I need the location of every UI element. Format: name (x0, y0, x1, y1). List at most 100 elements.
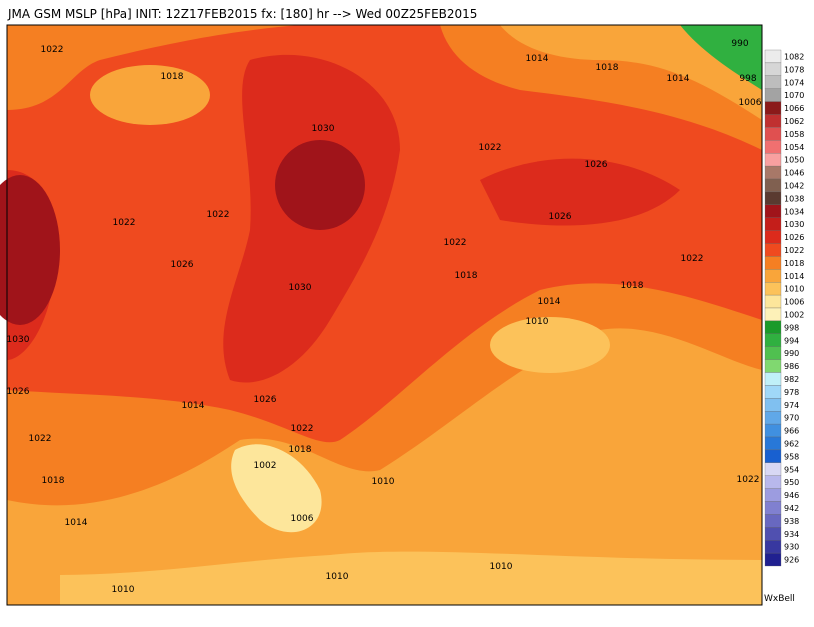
colorbar-label: 930 (784, 543, 799, 552)
colorbar-label: 1006 (784, 298, 804, 307)
colorbar-swatch (764, 62, 782, 76)
colorbar-swatch (764, 217, 782, 231)
colorbar-label: 934 (784, 530, 799, 539)
colorbar-label: 1078 (784, 65, 804, 74)
field-1018-nw (7, 25, 300, 110)
colorbar-swatch (764, 333, 782, 347)
colorbar-label: 938 (784, 517, 799, 526)
contour-label: 1022 (479, 143, 502, 153)
colorbar-label: 982 (784, 375, 799, 384)
contour-label: 1006 (291, 514, 314, 524)
contour-label: 1010 (112, 585, 135, 595)
colorbar-swatch (764, 153, 782, 167)
colorbar-swatch (764, 411, 782, 425)
colorbar-swatch (764, 346, 782, 360)
contour-label: 1022 (29, 434, 52, 444)
colorbar-label: 926 (784, 556, 799, 565)
colorbar-label: 1038 (784, 194, 804, 203)
colorbar-swatch (764, 372, 782, 386)
colorbar-swatch (764, 165, 782, 180)
colorbar-label: 1074 (784, 78, 804, 87)
contour-label: 1002 (254, 461, 277, 471)
colorbar-swatch (764, 514, 782, 528)
colorbar-swatch (764, 178, 782, 193)
field-1026-ne (480, 158, 680, 226)
colorbar-swatch (764, 540, 782, 554)
colorbar-swatch (764, 243, 782, 257)
contour-label: 1018 (289, 445, 312, 455)
colorbar-swatch (764, 140, 782, 154)
colorbar-label: 942 (784, 504, 799, 513)
contour-label: 1014 (65, 518, 88, 528)
contour-label: 1010 (526, 317, 549, 327)
colorbar-label: 1082 (784, 52, 804, 61)
colorbar-swatch (764, 307, 782, 322)
colorbar-label: 978 (784, 388, 799, 397)
contour-label: 1006 (739, 98, 762, 108)
colorbar-label: 1066 (784, 104, 804, 113)
colorbar-swatch (764, 436, 782, 451)
colorbar-swatch (764, 101, 782, 115)
field-1006-mex (231, 444, 322, 533)
contour-label: 1022 (113, 218, 136, 228)
contour-label: 1014 (526, 54, 549, 64)
colorbar-label: 1026 (784, 233, 804, 242)
colorbar-swatch (764, 385, 782, 399)
colorbar-swatch (764, 127, 782, 141)
contour-label: 1022 (737, 475, 760, 485)
colorbar-label: 1002 (784, 310, 804, 319)
colorbar-label: 1010 (784, 285, 804, 294)
colorbar-swatch (764, 256, 782, 270)
colorbar-swatch (764, 269, 782, 283)
colorbar-swatch (764, 462, 782, 476)
contour-label: 1018 (161, 72, 184, 82)
colorbar-swatch (764, 359, 782, 373)
field-1030-w (0, 175, 60, 325)
field-990-ne (680, 25, 762, 90)
contour-label: 1022 (207, 210, 230, 220)
colorbar-swatch (764, 320, 782, 334)
contour-label: 1010 (490, 562, 513, 572)
pressure-field (0, 25, 762, 605)
contour-label: 1014 (182, 401, 205, 411)
colorbar-swatch (764, 88, 782, 102)
colorbar-label: 1050 (784, 156, 804, 165)
contour-label: 1030 (289, 283, 312, 293)
colorbar-label: 1070 (784, 91, 804, 100)
colorbar-label: 950 (784, 478, 799, 487)
contour-label: 1026 (254, 395, 277, 405)
map-frame (6, 24, 763, 606)
contour-label: 1010 (326, 572, 349, 582)
colorbar-label: 990 (784, 349, 799, 358)
colorbar-label: 974 (784, 401, 799, 410)
colorbar-label: 946 (784, 491, 799, 500)
contour-label: 1030 (312, 124, 335, 134)
field-1010-s (60, 551, 762, 605)
colorbar-label: 994 (784, 336, 799, 345)
colorbar-label: 998 (784, 323, 799, 332)
colorbar-swatch (764, 282, 782, 296)
brand: WxBell (764, 594, 795, 604)
contour-label: 998 (739, 74, 756, 84)
contour-label: 1026 (585, 160, 608, 170)
colorbar-label: 1030 (784, 220, 804, 229)
contour-label: 1018 (455, 271, 478, 281)
contour-label: 1026 (7, 387, 30, 397)
contour-label: 1022 (41, 45, 64, 55)
colorbar-label: 958 (784, 452, 799, 461)
field-1014-nw (90, 65, 210, 125)
colorbar-swatch (764, 191, 782, 205)
colorbar-label: 986 (784, 362, 799, 371)
colorbar-swatch (764, 114, 782, 128)
colorbar-label: 1034 (784, 207, 804, 216)
colorbar-label: 966 (784, 427, 799, 436)
colorbar-swatch (764, 294, 782, 309)
field-1030-center (275, 140, 365, 230)
colorbar-swatch (764, 204, 782, 218)
contour-label: 990 (731, 39, 748, 49)
contour-label: 1018 (596, 63, 619, 73)
colorbar-label: 1018 (784, 259, 804, 268)
colorbar-label: 1046 (784, 169, 804, 178)
colorbar-swatch (764, 398, 782, 412)
